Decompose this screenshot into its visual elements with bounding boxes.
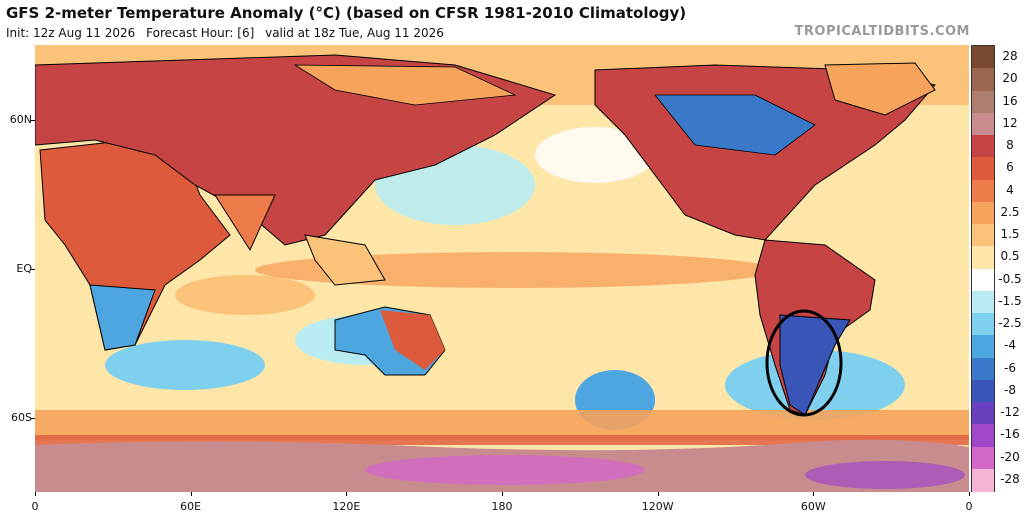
- lon-tick: [346, 492, 348, 496]
- legend-value: -6: [1004, 360, 1016, 375]
- antarctica-cold-1: [365, 455, 645, 485]
- lon-label: 120W: [641, 500, 674, 513]
- lat-label: EQ: [16, 261, 32, 275]
- highlight-circle: [765, 309, 843, 417]
- legend-swatch: [972, 68, 994, 92]
- legend-value: 2.5: [1000, 204, 1020, 219]
- legend-swatch: [972, 313, 994, 336]
- legend-value: 16: [1002, 93, 1018, 108]
- southern-warm-band: [35, 435, 969, 445]
- legend-swatch: [972, 290, 994, 314]
- legend-value: 0.5: [1000, 249, 1020, 264]
- southeast-asia: [304, 234, 386, 286]
- anomaly-map: [35, 45, 969, 492]
- lon-tick: [969, 492, 970, 496]
- legend-swatch: [972, 201, 994, 225]
- legend-swatch: [972, 424, 994, 448]
- map-canvas: [35, 45, 969, 492]
- legend-swatch: [972, 468, 994, 492]
- lat-label: 60S: [11, 410, 32, 424]
- legend-value: -8: [1004, 382, 1016, 397]
- lat-label: 60N: [9, 112, 32, 126]
- legend-value: -12: [1000, 405, 1020, 420]
- greenland: [824, 62, 936, 116]
- valid-time: valid at 18z Tue, Aug 11 2026: [265, 26, 444, 40]
- legend-swatch: [972, 157, 994, 181]
- map-title: GFS 2-meter Temperature Anomaly (°C) (ba…: [6, 4, 687, 22]
- lon-label: 60W: [800, 500, 826, 513]
- legend-swatch: [972, 135, 994, 158]
- legend-swatch: [972, 179, 994, 203]
- legend-value: -4: [1004, 338, 1016, 353]
- legend-swatch: [972, 268, 994, 292]
- southern-africa-cool: [89, 284, 156, 351]
- lat-tick: [31, 268, 35, 270]
- lon-label: 0: [31, 500, 39, 513]
- legend-swatch: [972, 446, 994, 470]
- india: [214, 194, 276, 252]
- southern-indian-cool: [105, 340, 265, 390]
- legend-swatch: [972, 246, 994, 270]
- lon-label: 120E: [332, 500, 361, 513]
- init-time: Init: 12z Aug 11 2026: [6, 26, 136, 40]
- siberia-cool: [293, 64, 517, 106]
- legend-swatch: [972, 402, 994, 425]
- canada-cool: [654, 94, 816, 156]
- color-legend: [971, 45, 995, 492]
- pacific-cool-anomaly-ne: [535, 127, 655, 183]
- indian-ocean-warm: [175, 275, 315, 315]
- legend-swatch: [972, 112, 994, 136]
- map-subtitle: Init: 12z Aug 11 2026 Forecast Hour: [6]…: [6, 26, 451, 40]
- legend-value: -16: [1000, 427, 1020, 442]
- antarctica-cold-2: [805, 461, 965, 489]
- legend-swatch: [972, 46, 994, 69]
- legend-value: -0.5: [998, 271, 1022, 286]
- legend-swatch: [972, 90, 994, 114]
- australia-warm: [380, 310, 445, 370]
- lon-tick: [190, 492, 192, 496]
- legend-value: -28: [1000, 471, 1020, 486]
- legend-value: -1.5: [998, 293, 1022, 308]
- legend-swatch: [972, 335, 994, 359]
- legend-swatch: [972, 224, 994, 247]
- lat-tick: [31, 417, 35, 419]
- legend-value: 12: [1002, 115, 1018, 130]
- lon-label: 180: [491, 500, 513, 513]
- lat-tick: [31, 119, 35, 121]
- legend-value: 28: [1002, 49, 1018, 64]
- lon-tick: [657, 492, 659, 496]
- lon-tick: [813, 492, 815, 496]
- lon-tick: [35, 492, 36, 496]
- legend-swatch: [972, 357, 994, 381]
- legend-swatch: [972, 379, 994, 403]
- legend-value: 4: [1006, 182, 1014, 197]
- site-watermark: TROPICALTIDBITS.COM: [794, 24, 970, 39]
- lon-label: 60E: [180, 500, 202, 513]
- legend-value: -2.5: [998, 316, 1022, 331]
- legend-value: 8: [1006, 138, 1014, 153]
- legend-value: -20: [1000, 449, 1020, 464]
- legend-value: 6: [1006, 160, 1014, 175]
- lon-tick: [502, 492, 503, 496]
- legend-value: 1.5: [1000, 227, 1020, 242]
- legend-value: 20: [1002, 71, 1018, 86]
- forecast-hour: Forecast Hour: [6]: [146, 26, 255, 40]
- southern-south-america-cold: [779, 314, 851, 416]
- lon-label: 0: [965, 500, 973, 513]
